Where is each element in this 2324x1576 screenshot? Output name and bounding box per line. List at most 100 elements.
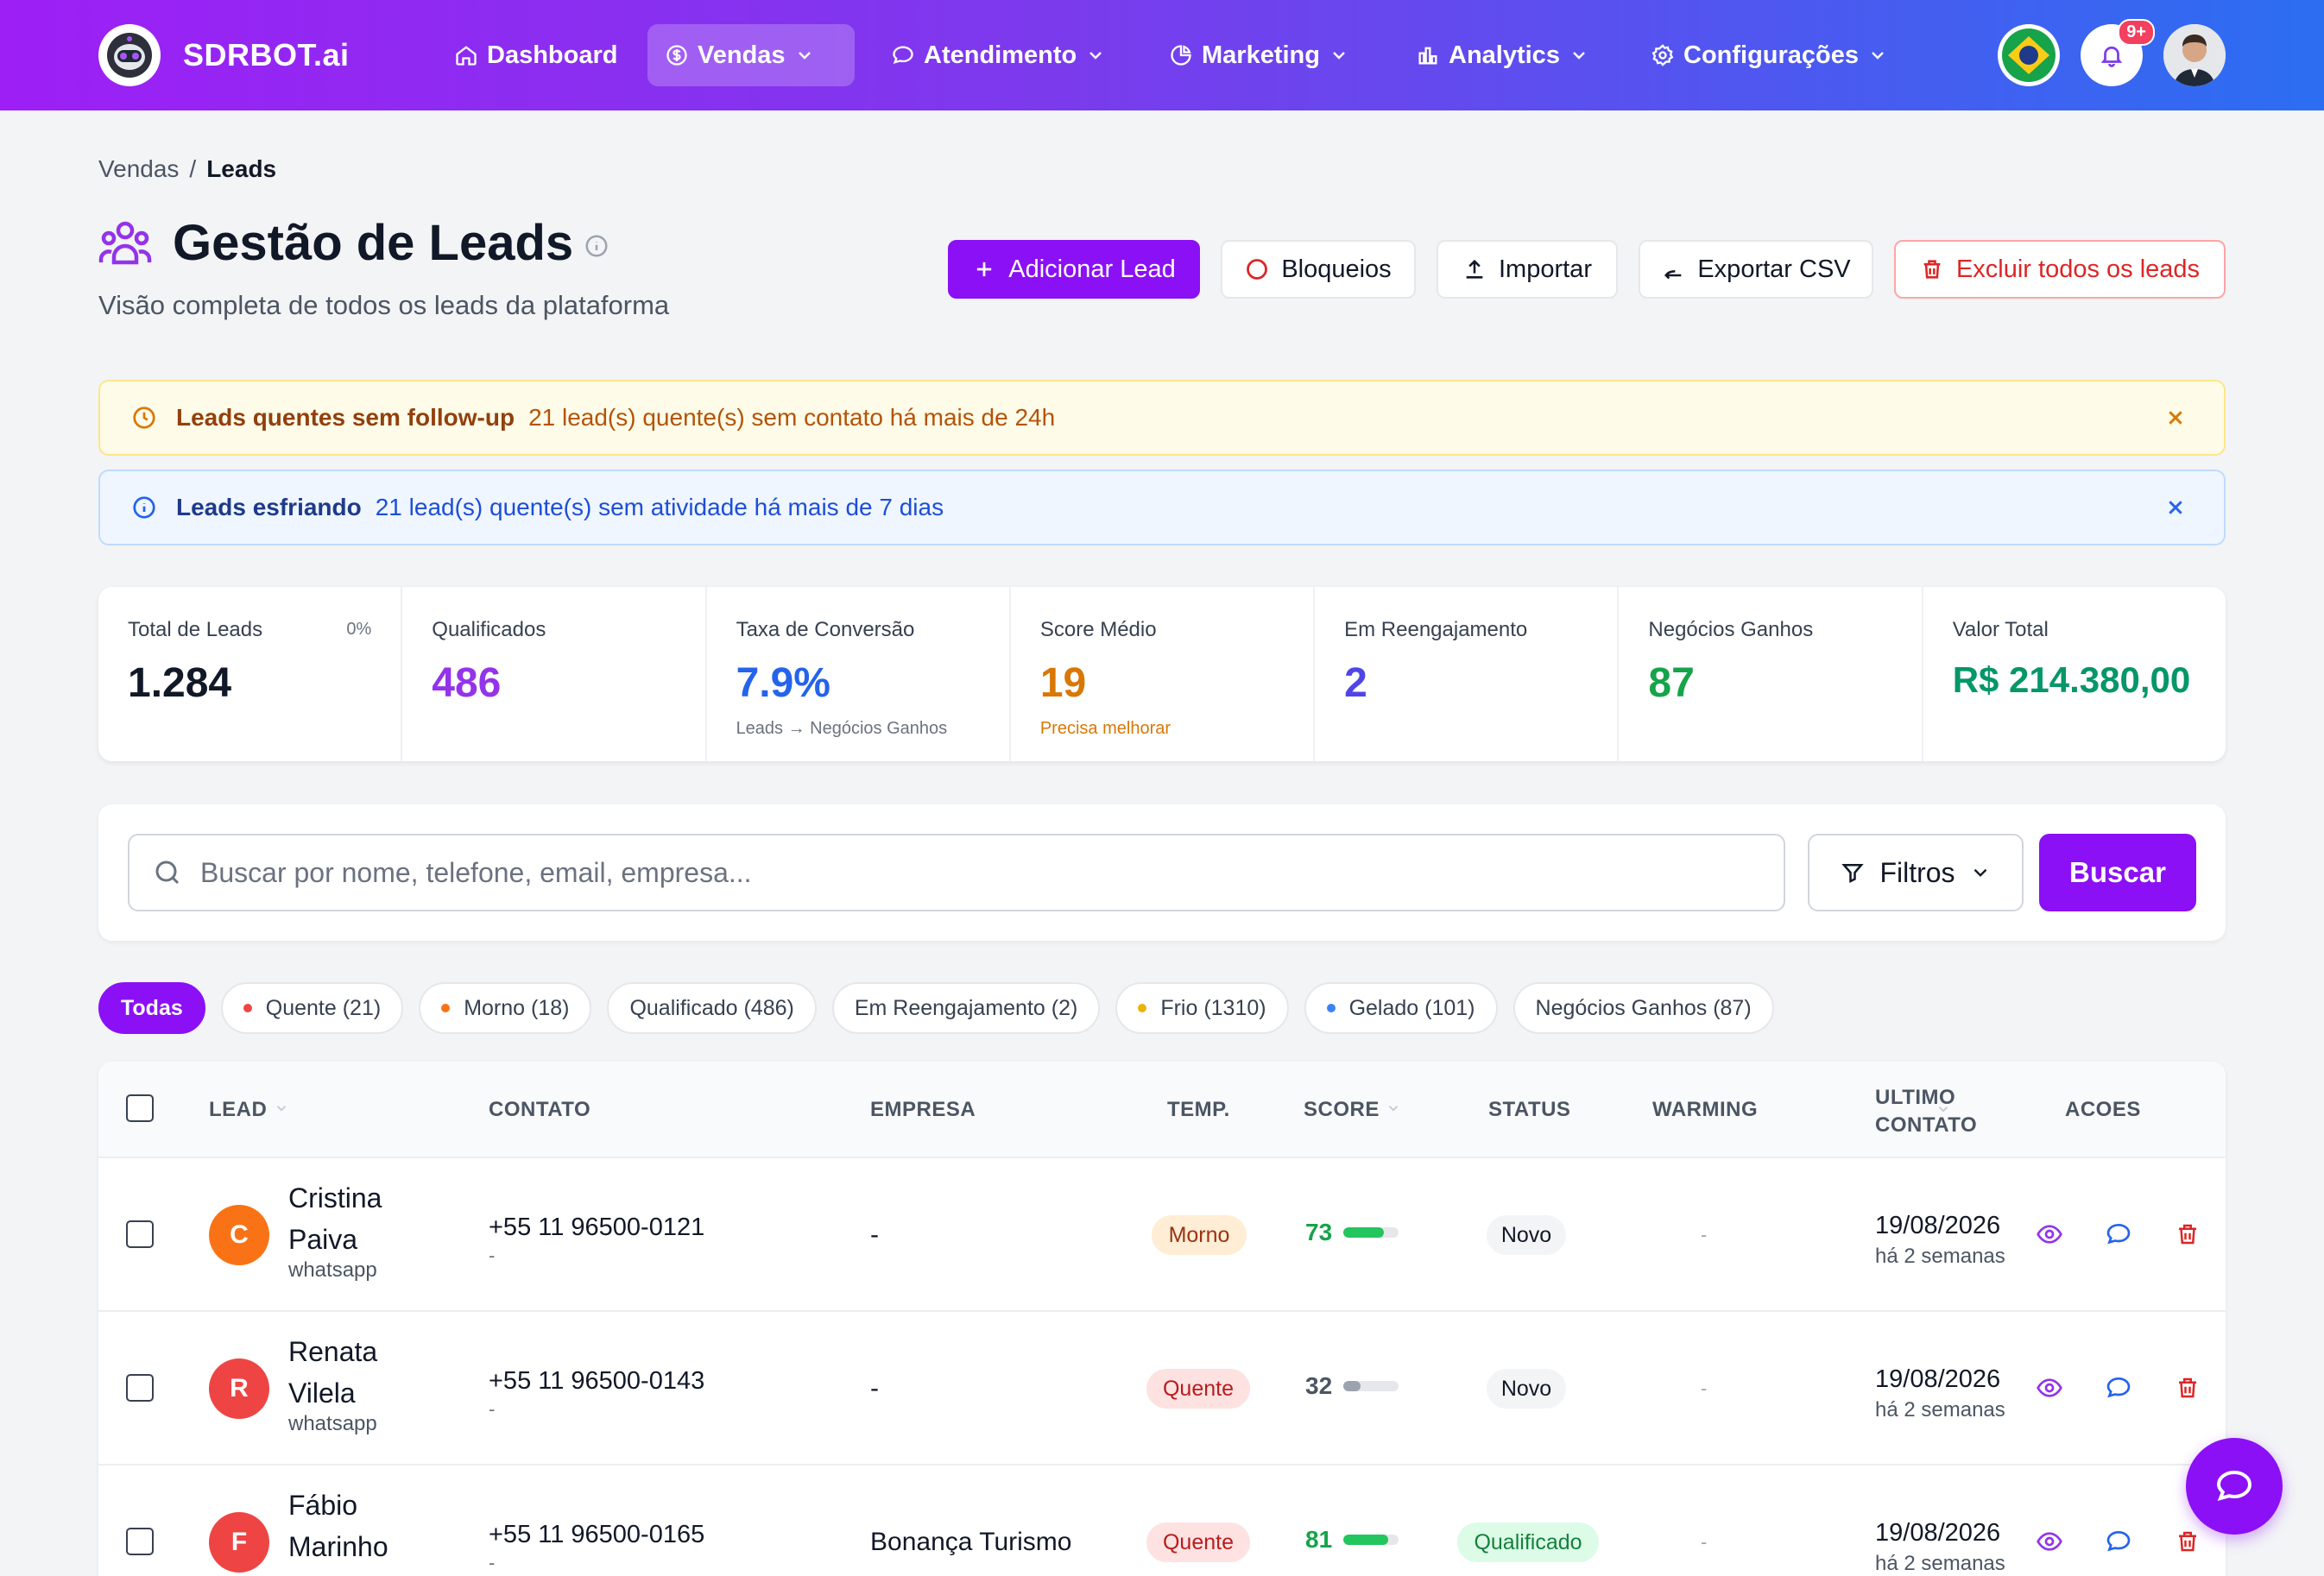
brand[interactable]: SDRBOT.ai bbox=[98, 24, 350, 86]
user-avatar[interactable] bbox=[2163, 24, 2226, 86]
nav-vendas[interactable]: Vendas bbox=[647, 24, 855, 86]
filters-button[interactable]: Filtros bbox=[1808, 834, 2024, 911]
dollar-circle-icon bbox=[666, 45, 687, 66]
table-row[interactable]: R Renata Vilela whatsapp +55 11 96500-01… bbox=[98, 1312, 2226, 1466]
trash-icon bbox=[2179, 1531, 2196, 1552]
stat-value: 486 bbox=[432, 660, 502, 706]
blocks-button[interactable]: Bloqueios bbox=[1221, 240, 1416, 299]
users-group-icon bbox=[98, 221, 152, 264]
chip-reengajamento[interactable]: Em Reengajamento (2) bbox=[831, 982, 1101, 1034]
message-button[interactable] bbox=[2101, 1524, 2136, 1559]
th-lead[interactable]: LEAD bbox=[209, 1098, 289, 1122]
delete-button[interactable] bbox=[2170, 1371, 2205, 1405]
stat-average-score: Score Médio 19 Precisa melhorar bbox=[1011, 587, 1316, 761]
stats-card: Total de Leads 0% 1.284 Qualificados 486… bbox=[98, 587, 2226, 761]
floating-chat-button[interactable] bbox=[2186, 1438, 2283, 1535]
row-checkbox[interactable] bbox=[126, 1220, 154, 1248]
chevron-down-icon bbox=[1974, 868, 1986, 877]
stat-value: R$ 214.380,00 bbox=[1952, 659, 2191, 700]
search-button[interactable]: Buscar bbox=[2039, 834, 2196, 911]
view-button[interactable] bbox=[2032, 1524, 2067, 1559]
lead-source: whatsapp bbox=[288, 1258, 377, 1282]
block-circle-icon bbox=[1247, 259, 1268, 280]
chip-quente[interactable]: Quente (21) bbox=[220, 982, 404, 1034]
table-row[interactable]: F Fábio Marinho +55 11 96500-0165 - Bona… bbox=[98, 1466, 2226, 1576]
chat-icon bbox=[2106, 1530, 2131, 1552]
search-field[interactable] bbox=[128, 834, 1785, 911]
last-contact-ago: há 2 semanas bbox=[1875, 1398, 2005, 1422]
last-contact-date: 19/08/2026 bbox=[1875, 1365, 2001, 1393]
lead-name[interactable]: Cristina Paiva bbox=[288, 1182, 382, 1255]
stat-total-value: Valor Total R$ 214.380,00 bbox=[1923, 587, 2226, 761]
message-button[interactable] bbox=[2101, 1371, 2136, 1405]
info-icon[interactable] bbox=[584, 233, 609, 259]
temperature-badge: Morno bbox=[1152, 1215, 1247, 1255]
nav-marketing[interactable]: Marketing bbox=[1152, 24, 1367, 86]
last-contact-date: 19/08/2026 bbox=[1875, 1212, 2001, 1239]
notifications-badge: 9+ bbox=[2118, 19, 2155, 46]
filters-label: Filtros bbox=[1879, 856, 1955, 888]
breadcrumb-current: Leads bbox=[206, 155, 277, 182]
delete-button[interactable] bbox=[2170, 1217, 2205, 1251]
last-contact-date: 19/08/2026 bbox=[1875, 1519, 2001, 1547]
select-all-checkbox[interactable] bbox=[126, 1094, 154, 1122]
chip-gelado[interactable]: Gelado (101) bbox=[1304, 982, 1498, 1034]
chip-qualificado[interactable]: Qualificado (486) bbox=[607, 982, 817, 1034]
view-button[interactable] bbox=[2032, 1371, 2067, 1405]
stat-label: Valor Total bbox=[1952, 618, 2049, 641]
nav-configuracoes[interactable]: Configurações bbox=[1633, 24, 1905, 86]
pie-chart-icon bbox=[1171, 45, 1191, 66]
delete-button[interactable] bbox=[2170, 1524, 2205, 1559]
table-row[interactable]: C Cristina Paiva whatsapp +55 11 96500-0… bbox=[98, 1158, 2226, 1312]
stat-value: 7.9% bbox=[736, 660, 830, 706]
lead-phone: +55 11 96500-0143 bbox=[489, 1367, 705, 1395]
language-selector[interactable] bbox=[1998, 24, 2060, 86]
lead-name[interactable]: Fábio Marinho bbox=[288, 1490, 388, 1562]
search-input[interactable] bbox=[200, 856, 1754, 889]
export-csv-button[interactable]: Exportar CSV bbox=[1639, 240, 1873, 299]
nav-dashboard[interactable]: Dashboard bbox=[437, 24, 635, 86]
chip-negocios-ganhos[interactable]: Negócios Ganhos (87) bbox=[1512, 982, 1774, 1034]
import-button[interactable]: Importar bbox=[1437, 240, 1618, 299]
export-icon bbox=[1664, 270, 1682, 280]
view-button[interactable] bbox=[2032, 1217, 2067, 1251]
warming-value: - bbox=[1701, 1531, 1708, 1553]
th-status: STATUS bbox=[1488, 1098, 1571, 1121]
chip-frio[interactable]: Frio (1310) bbox=[1115, 982, 1289, 1034]
chip-todas[interactable]: Todas bbox=[98, 982, 205, 1034]
th-warming: WARMING bbox=[1652, 1098, 1759, 1121]
stat-qualified: Qualificados 486 bbox=[402, 587, 707, 761]
lead-company: Bonança Turismo bbox=[870, 1528, 1072, 1556]
row-checkbox[interactable] bbox=[126, 1528, 154, 1555]
row-checkbox[interactable] bbox=[126, 1374, 154, 1402]
info-icon bbox=[133, 496, 155, 519]
home-icon bbox=[456, 46, 477, 66]
nav-analytics[interactable]: Analytics bbox=[1399, 24, 1607, 86]
chip-morno[interactable]: Morno (18) bbox=[419, 982, 592, 1034]
orange-dot-icon bbox=[441, 1004, 451, 1012]
stat-sub: Precisa melhorar bbox=[1039, 719, 1171, 738]
close-icon[interactable] bbox=[2162, 404, 2189, 432]
chat-bubble-icon bbox=[893, 46, 913, 64]
chat-bubble-icon bbox=[2216, 1470, 2252, 1501]
export-csv-label: Exportar CSV bbox=[1697, 255, 1851, 283]
th-last-contact[interactable]: ULTIMO CONTATO bbox=[1875, 1086, 1978, 1137]
notifications-button[interactable]: 9+ bbox=[2081, 19, 2155, 86]
yellow-dot-icon bbox=[1138, 1004, 1147, 1012]
import-label: Importar bbox=[1499, 255, 1592, 283]
eye-icon bbox=[2037, 1378, 2062, 1397]
message-button[interactable] bbox=[2101, 1217, 2136, 1251]
temperature-badge: Quente bbox=[1146, 1522, 1250, 1562]
last-contact-ago: há 2 semanas bbox=[1875, 1552, 2005, 1575]
nav-atendimento[interactable]: Atendimento bbox=[874, 24, 1123, 86]
delete-all-leads-label: Excluir todos os leads bbox=[1955, 255, 2201, 283]
lead-name[interactable]: Renata Vilela bbox=[288, 1336, 378, 1409]
chat-icon bbox=[2106, 1223, 2131, 1245]
delete-all-leads-button[interactable]: Excluir todos os leads bbox=[1894, 240, 2226, 299]
close-icon[interactable] bbox=[2162, 494, 2189, 521]
th-score[interactable]: SCORE bbox=[1304, 1098, 1401, 1122]
add-lead-button[interactable]: Adicionar Lead bbox=[948, 240, 1200, 299]
user-photo-icon bbox=[2163, 24, 2226, 86]
stat-reengagement: Em Reengajamento 2 bbox=[1315, 587, 1620, 761]
breadcrumb-parent[interactable]: Vendas bbox=[98, 155, 180, 182]
